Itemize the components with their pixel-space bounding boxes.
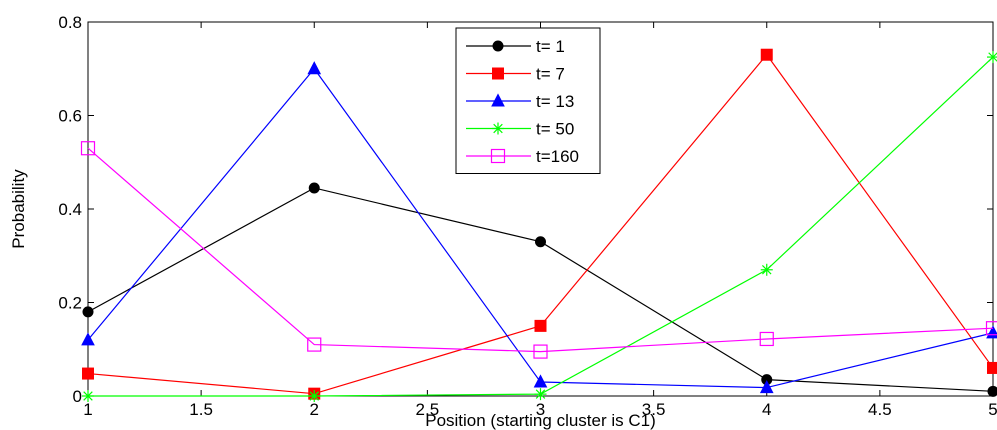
series-line [87, 147, 994, 353]
x-tick-label: 3 [536, 400, 545, 419]
data-point [307, 337, 322, 352]
legend-label: t= 7 [536, 65, 565, 84]
data-point [760, 263, 773, 276]
data-point [534, 319, 547, 332]
series-5 [80, 141, 997, 359]
x-tick-label: 3.5 [642, 400, 666, 419]
legend-item: t=160 [466, 147, 579, 166]
series-4 [82, 51, 997, 402]
data-point [533, 374, 548, 388]
legend-label: t= 13 [536, 92, 574, 111]
data-point [759, 331, 774, 347]
legend-marker [490, 148, 506, 164]
legend-label: t=160 [536, 147, 579, 166]
data-point [80, 141, 96, 156]
legend-item: t= 1 [466, 37, 565, 56]
data-point [987, 51, 997, 64]
series-1 [82, 182, 997, 397]
y-tick-label: 0.2 [58, 294, 82, 313]
x-tick-label: 1.5 [189, 400, 213, 419]
x-tick-label: 4.5 [868, 400, 892, 419]
data-point [760, 48, 773, 61]
series-3 [81, 61, 997, 394]
data-point [307, 61, 322, 75]
data-point [533, 344, 548, 359]
data-point [534, 388, 547, 401]
legend-marker [492, 40, 504, 52]
data-point [82, 367, 94, 380]
data-point [308, 390, 321, 402]
legend-label: t= 1 [536, 37, 565, 56]
x-tick-label: 2.5 [416, 400, 440, 419]
x-tick-label: 4 [762, 400, 771, 419]
y-tick-label: 0 [73, 387, 82, 406]
legend-marker [491, 93, 505, 107]
x-axis-label: Position (starting cluster is C1) [425, 411, 656, 430]
series-lines [80, 48, 997, 402]
legend-marker [492, 67, 504, 80]
y-axis-label: Probability [9, 169, 28, 249]
y-tick-label: 0.8 [58, 13, 82, 32]
data-point [535, 236, 546, 248]
data-point [987, 385, 997, 397]
y-tick-label: 0.4 [58, 200, 82, 219]
data-point [759, 380, 774, 394]
data-point [81, 332, 95, 346]
legend-item: t= 50 [466, 120, 574, 139]
legend-label: t= 50 [536, 120, 574, 139]
legend-item: t= 7 [466, 65, 565, 84]
data-point [82, 306, 94, 318]
legend: t= 1 t= 7 t= 13 t= 50 t=160 [455, 27, 601, 174]
data-point [82, 390, 94, 402]
y-tick-label: 0.6 [58, 107, 82, 126]
data-point [985, 321, 997, 336]
x-tick-label: 5 [988, 400, 997, 419]
x-tick-label: 1 [83, 400, 92, 419]
data-point [987, 361, 997, 374]
legend-marker [492, 122, 504, 135]
x-tick-label: 2 [310, 400, 319, 419]
legend-item: t= 13 [466, 92, 574, 111]
data-point [308, 182, 320, 194]
